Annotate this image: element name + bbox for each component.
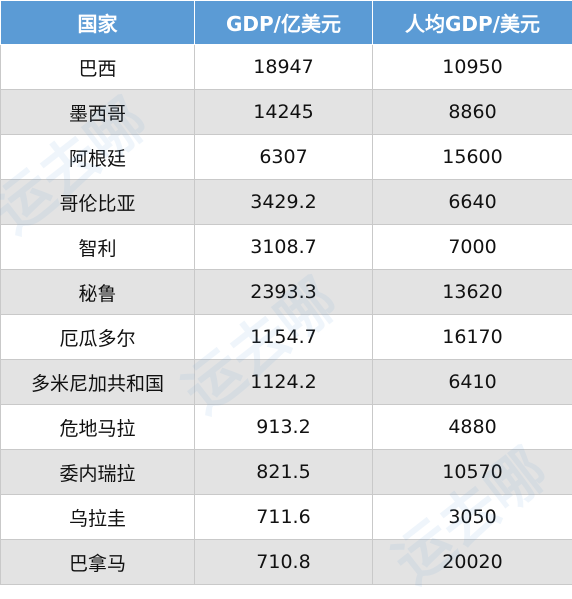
country-cell: 智利 bbox=[1, 225, 195, 270]
header-country: 国家 bbox=[1, 1, 195, 45]
header-gdp: GDP/亿美元 bbox=[195, 1, 373, 45]
country-cell: 巴拿马 bbox=[1, 540, 195, 585]
country-cell: 阿根廷 bbox=[1, 135, 195, 180]
header-row: 国家 GDP/亿美元 人均GDP/美元 bbox=[1, 1, 572, 45]
gdp-per-capita-cell: 15600 bbox=[373, 135, 572, 180]
gdp-per-capita-cell: 16170 bbox=[373, 315, 572, 360]
country-cell: 哥伦比亚 bbox=[1, 180, 195, 225]
gdp-cell: 2393.3 bbox=[195, 270, 373, 315]
gdp-per-capita-cell: 4880 bbox=[373, 405, 572, 450]
gdp-cell: 6307 bbox=[195, 135, 373, 180]
country-cell: 厄瓜多尔 bbox=[1, 315, 195, 360]
gdp-per-capita-cell: 7000 bbox=[373, 225, 572, 270]
gdp-per-capita-cell: 10950 bbox=[373, 45, 572, 90]
country-cell: 巴西 bbox=[1, 45, 195, 90]
gdp-cell: 710.8 bbox=[195, 540, 373, 585]
country-cell: 墨西哥 bbox=[1, 90, 195, 135]
gdp-per-capita-cell: 6640 bbox=[373, 180, 572, 225]
country-cell: 秘鲁 bbox=[1, 270, 195, 315]
gdp-cell: 1154.7 bbox=[195, 315, 373, 360]
gdp-cell: 711.6 bbox=[195, 495, 373, 540]
gdp-per-capita-cell: 10570 bbox=[373, 450, 572, 495]
header-gdp-per-capita: 人均GDP/美元 bbox=[373, 1, 572, 45]
gdp-per-capita-cell: 3050 bbox=[373, 495, 572, 540]
country-cell: 多米尼加共和国 bbox=[1, 360, 195, 405]
gdp-cell: 1124.2 bbox=[195, 360, 373, 405]
gdp-cell: 3429.2 bbox=[195, 180, 373, 225]
gdp-per-capita-cell: 8860 bbox=[373, 90, 572, 135]
gdp-cell: 3108.7 bbox=[195, 225, 373, 270]
country-cell: 乌拉圭 bbox=[1, 495, 195, 540]
gdp-cell: 821.5 bbox=[195, 450, 373, 495]
gdp-per-capita-cell: 20020 bbox=[373, 540, 572, 585]
gdp-cell: 913.2 bbox=[195, 405, 373, 450]
gdp-per-capita-cell: 6410 bbox=[373, 360, 572, 405]
gdp-cell: 14245 bbox=[195, 90, 373, 135]
gdp-cell: 18947 bbox=[195, 45, 373, 90]
country-cell: 委内瑞拉 bbox=[1, 450, 195, 495]
gdp-per-capita-cell: 13620 bbox=[373, 270, 572, 315]
country-cell: 危地马拉 bbox=[1, 405, 195, 450]
